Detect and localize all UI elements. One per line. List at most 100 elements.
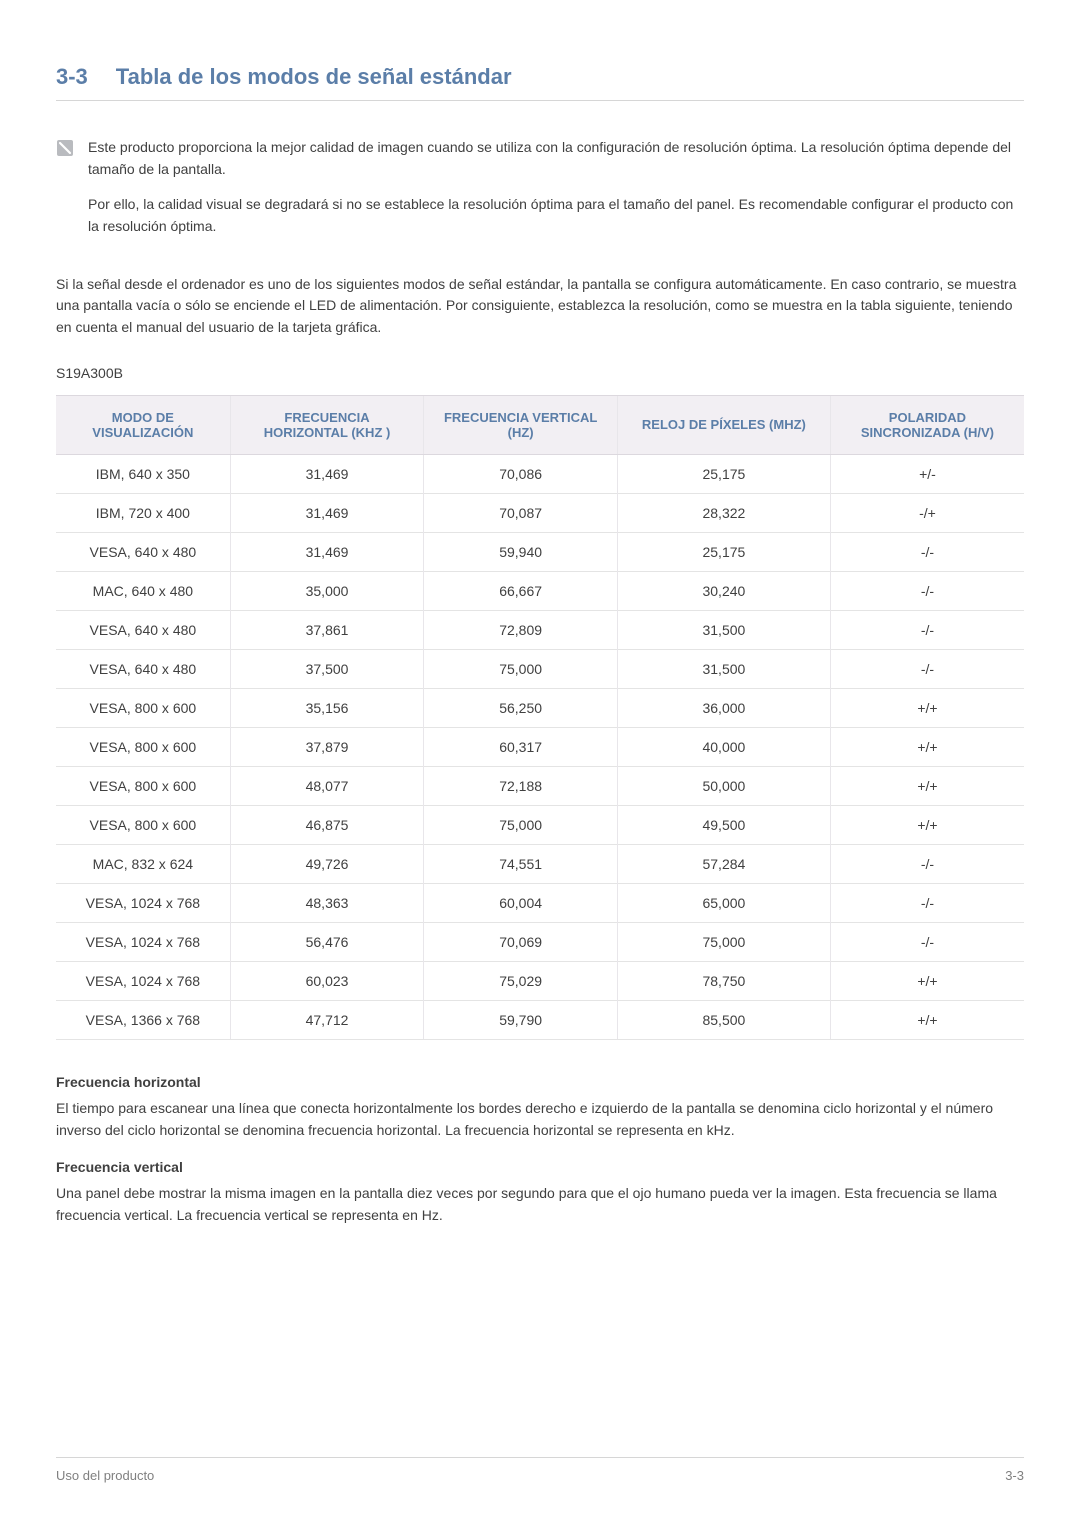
intro-paragraph: Si la señal desde el ordenador es uno de… xyxy=(56,274,1024,339)
table-cell: +/+ xyxy=(830,805,1024,844)
table-cell: 49,726 xyxy=(230,844,424,883)
table-row: VESA, 640 x 48037,86172,80931,500-/- xyxy=(56,610,1024,649)
table-cell: +/+ xyxy=(830,1000,1024,1039)
table-row: VESA, 640 x 48031,46959,94025,175-/- xyxy=(56,532,1024,571)
table-row: VESA, 1024 x 76856,47670,06975,000-/- xyxy=(56,922,1024,961)
table-cell: 40,000 xyxy=(617,727,830,766)
table-cell: 72,188 xyxy=(424,766,618,805)
table-cell: +/+ xyxy=(830,727,1024,766)
table-cell: VESA, 640 x 480 xyxy=(56,610,230,649)
table-cell: VESA, 640 x 480 xyxy=(56,649,230,688)
table-cell: 25,175 xyxy=(617,454,830,493)
table-cell: 75,000 xyxy=(424,649,618,688)
footer-left: Uso del producto xyxy=(56,1468,154,1483)
table-cell: IBM, 640 x 350 xyxy=(56,454,230,493)
table-cell: MAC, 640 x 480 xyxy=(56,571,230,610)
table-row: VESA, 1366 x 76847,71259,79085,500+/+ xyxy=(56,1000,1024,1039)
table-cell: 37,500 xyxy=(230,649,424,688)
table-cell: 65,000 xyxy=(617,883,830,922)
definitions: Frecuencia horizontal El tiempo para esc… xyxy=(56,1074,1024,1227)
note-block: Este producto proporciona la mejor calid… xyxy=(56,137,1024,252)
table-cell: -/- xyxy=(830,610,1024,649)
table-cell: -/- xyxy=(830,883,1024,922)
page: 3-3 Tabla de los modos de señal estándar… xyxy=(0,0,1080,1527)
table-cell: 60,317 xyxy=(424,727,618,766)
table-cell: 66,667 xyxy=(424,571,618,610)
table-cell: +/+ xyxy=(830,961,1024,1000)
table-cell: VESA, 800 x 600 xyxy=(56,727,230,766)
model-label: S19A300B xyxy=(56,365,1024,381)
table-cell: 72,809 xyxy=(424,610,618,649)
table-cell: MAC, 832 x 624 xyxy=(56,844,230,883)
table-cell: 31,469 xyxy=(230,493,424,532)
table-row: VESA, 800 x 60046,87575,00049,500+/+ xyxy=(56,805,1024,844)
table-cell: 28,322 xyxy=(617,493,830,532)
table-cell: 31,469 xyxy=(230,532,424,571)
table-cell: VESA, 800 x 600 xyxy=(56,688,230,727)
table-cell: 49,500 xyxy=(617,805,830,844)
table-cell: VESA, 800 x 600 xyxy=(56,766,230,805)
note-paragraph: Este producto proporciona la mejor calid… xyxy=(88,137,1024,180)
table-cell: VESA, 800 x 600 xyxy=(56,805,230,844)
table-row: IBM, 640 x 35031,46970,08625,175+/- xyxy=(56,454,1024,493)
table-cell: 57,284 xyxy=(617,844,830,883)
table-cell: 36,000 xyxy=(617,688,830,727)
definition-body: El tiempo para escanear una línea que co… xyxy=(56,1098,1024,1141)
col-header-mode: MODO DE VISUALIZACIÓN xyxy=(56,395,230,454)
table-cell: 25,175 xyxy=(617,532,830,571)
definition-title: Frecuencia vertical xyxy=(56,1159,1024,1175)
table-cell: -/- xyxy=(830,649,1024,688)
table-cell: 59,790 xyxy=(424,1000,618,1039)
section-title: Tabla de los modos de señal estándar xyxy=(116,64,512,90)
table-cell: 47,712 xyxy=(230,1000,424,1039)
table-cell: 48,363 xyxy=(230,883,424,922)
definition-title: Frecuencia horizontal xyxy=(56,1074,1024,1090)
table-row: MAC, 832 x 62449,72674,55157,284-/- xyxy=(56,844,1024,883)
table-row: VESA, 800 x 60035,15656,25036,000+/+ xyxy=(56,688,1024,727)
table-cell: 31,469 xyxy=(230,454,424,493)
table-cell: 56,476 xyxy=(230,922,424,961)
table-cell: -/- xyxy=(830,844,1024,883)
table-cell: 56,250 xyxy=(424,688,618,727)
note-paragraph: Por ello, la calidad visual se degradará… xyxy=(88,194,1024,237)
table-cell: 75,000 xyxy=(617,922,830,961)
table-cell: 46,875 xyxy=(230,805,424,844)
table-cell: +/+ xyxy=(830,688,1024,727)
table-row: IBM, 720 x 40031,46970,08728,322-/+ xyxy=(56,493,1024,532)
table-cell: 75,000 xyxy=(424,805,618,844)
col-header-pol: POLARIDAD SINCRONIZADA (H/V) xyxy=(830,395,1024,454)
table-cell: VESA, 1024 x 768 xyxy=(56,922,230,961)
table-cell: 48,077 xyxy=(230,766,424,805)
table-row: VESA, 640 x 48037,50075,00031,500-/- xyxy=(56,649,1024,688)
col-header-hfreq: FRECUENCIA HORIZONTAL (KHZ ) xyxy=(230,395,424,454)
section-number: 3-3 xyxy=(56,64,88,90)
table-row: MAC, 640 x 48035,00066,66730,240-/- xyxy=(56,571,1024,610)
table-cell: -/+ xyxy=(830,493,1024,532)
table-cell: 59,940 xyxy=(424,532,618,571)
signal-modes-table: MODO DE VISUALIZACIÓN FRECUENCIA HORIZON… xyxy=(56,395,1024,1040)
section-heading: 3-3 Tabla de los modos de señal estándar xyxy=(56,64,1024,101)
table-cell: -/- xyxy=(830,922,1024,961)
table-header-row: MODO DE VISUALIZACIÓN FRECUENCIA HORIZON… xyxy=(56,395,1024,454)
table-cell: 35,000 xyxy=(230,571,424,610)
footer-right: 3-3 xyxy=(1005,1468,1024,1483)
table-cell: VESA, 1024 x 768 xyxy=(56,961,230,1000)
table-cell: VESA, 1366 x 768 xyxy=(56,1000,230,1039)
table-cell: 70,086 xyxy=(424,454,618,493)
table-row: VESA, 1024 x 76860,02375,02978,750+/+ xyxy=(56,961,1024,1000)
table-cell: -/- xyxy=(830,532,1024,571)
info-icon xyxy=(56,139,74,157)
col-header-vfreq: FRECUENCIA VERTICAL (HZ) xyxy=(424,395,618,454)
table-cell: 70,069 xyxy=(424,922,618,961)
table-cell: IBM, 720 x 400 xyxy=(56,493,230,532)
table-cell: 35,156 xyxy=(230,688,424,727)
table-cell: VESA, 640 x 480 xyxy=(56,532,230,571)
col-header-clock: RELOJ DE PÍXELES (MHZ) xyxy=(617,395,830,454)
table-cell: +/- xyxy=(830,454,1024,493)
table-cell: 60,004 xyxy=(424,883,618,922)
table-cell: +/+ xyxy=(830,766,1024,805)
table-cell: 78,750 xyxy=(617,961,830,1000)
table-cell: 50,000 xyxy=(617,766,830,805)
table-cell: -/- xyxy=(830,571,1024,610)
table-cell: 60,023 xyxy=(230,961,424,1000)
